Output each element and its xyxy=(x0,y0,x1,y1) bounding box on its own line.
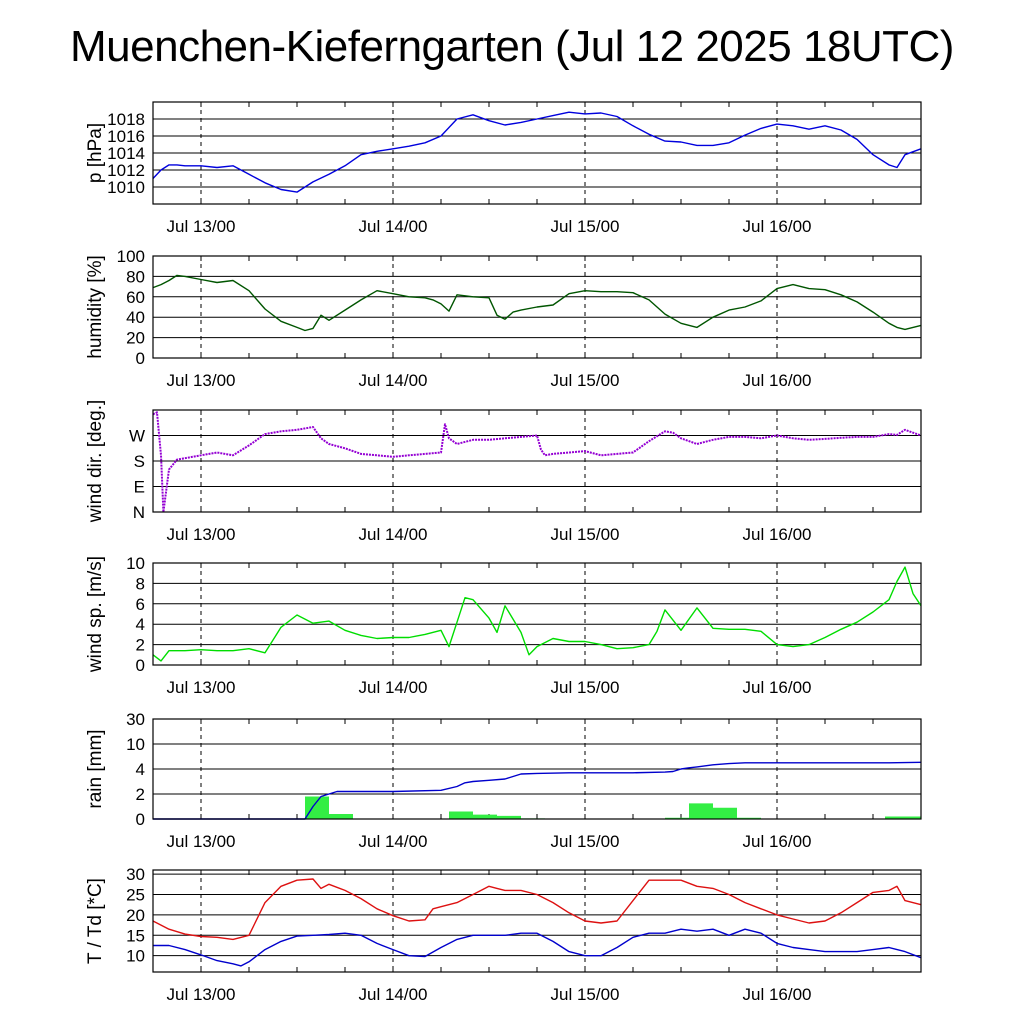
y-tick-label: 1016 xyxy=(107,127,145,146)
y-tick-label: 10 xyxy=(126,735,145,754)
wind-direction-series-line xyxy=(152,411,922,513)
rain-bar xyxy=(329,814,353,819)
x-tick-label: Jul 15/00 xyxy=(551,678,620,697)
y-tick-label: 1012 xyxy=(107,161,145,180)
rain-series-line xyxy=(153,761,922,820)
y-tick-label: 10 xyxy=(126,554,145,573)
x-tick-label: Jul 15/00 xyxy=(551,832,620,851)
x-tick-label: Jul 14/00 xyxy=(359,832,428,851)
y-tick-label: N xyxy=(133,503,145,522)
y-axis-label: p [hPa] xyxy=(85,123,106,183)
y-axis-label: rain [mm] xyxy=(85,729,106,808)
x-tick-label: Jul 15/00 xyxy=(551,985,620,1004)
y-tick-label: 8 xyxy=(136,574,145,593)
x-tick-label: Jul 16/00 xyxy=(743,371,812,390)
x-tick-label: Jul 15/00 xyxy=(551,371,620,390)
rain-bar xyxy=(885,816,921,819)
y-tick-label: 1014 xyxy=(107,144,145,163)
x-tick-label: Jul 14/00 xyxy=(359,678,428,697)
y-axis-label: wind dir. [deg.] xyxy=(85,400,106,524)
pressure-series-line xyxy=(152,111,922,193)
y-tick-label: 20 xyxy=(126,906,145,925)
y-tick-label: 30 xyxy=(126,865,145,884)
x-tick-label: Jul 14/00 xyxy=(359,525,428,544)
x-tick-label: Jul 16/00 xyxy=(743,832,812,851)
x-tick-label: Jul 13/00 xyxy=(167,678,236,697)
plot-frame xyxy=(152,409,922,513)
x-tick-label: Jul 13/00 xyxy=(167,985,236,1004)
x-tick-label: Jul 16/00 xyxy=(743,678,812,697)
rain-bar xyxy=(449,811,473,819)
rain-panel: 0 2 4 10 30 Jul 13/00 Jul 14/00 Jul 15/00 Jul 16… xyxy=(85,710,922,851)
y-tick-label: 25 xyxy=(126,885,145,904)
y-tick-label: 30 xyxy=(126,710,145,729)
plot-frame xyxy=(152,718,922,820)
chart-title: Muenchen-Kieferngarten (Jul 12 2025 18UT… xyxy=(70,22,954,71)
x-tick-label: Jul 13/00 xyxy=(167,371,236,390)
y-tick-label: 15 xyxy=(126,926,145,945)
y-tick-label: 0 xyxy=(136,810,145,829)
x-tick-label: Jul 13/00 xyxy=(167,217,236,236)
x-tick-label: Jul 16/00 xyxy=(743,985,812,1004)
y-tick-label: 80 xyxy=(126,267,145,286)
wind-speed-panel: 02 46 810 Jul 13/00 Jul 14/00 Jul 15/00 Jul 16… xyxy=(85,554,922,697)
x-tick-label: Jul 16/00 xyxy=(743,525,812,544)
plot-frame xyxy=(152,101,922,205)
y-tick-label: 2 xyxy=(136,785,145,804)
y-axis-label: T / Td [*C] xyxy=(85,878,106,964)
y-tick-label: 0 xyxy=(136,349,145,368)
y-tick-label: 10 xyxy=(126,947,145,966)
rain-bar xyxy=(737,817,761,819)
temperature-series-line-t xyxy=(152,878,922,941)
plot-frame xyxy=(152,869,922,973)
x-tick-label: Jul 13/00 xyxy=(167,832,236,851)
rain-bar xyxy=(689,803,713,819)
y-tick-label: 1018 xyxy=(107,110,145,129)
x-tick-label: Jul 15/00 xyxy=(551,525,620,544)
y-tick-label: 20 xyxy=(126,329,145,348)
y-tick-label: 60 xyxy=(126,288,145,307)
rain-bar xyxy=(665,817,689,819)
y-tick-label: 4 xyxy=(136,615,145,634)
y-tick-label: S xyxy=(134,452,145,471)
y-tick-label: 2 xyxy=(136,636,145,655)
y-tick-label: 0 xyxy=(136,656,145,675)
humidity-series-line xyxy=(152,274,922,332)
temperature-series-line-td xyxy=(153,928,922,967)
y-tick-label: 6 xyxy=(136,595,145,614)
x-tick-label: Jul 14/00 xyxy=(359,217,428,236)
rain-bar xyxy=(305,796,329,819)
rain-bar xyxy=(713,807,737,819)
y-tick-label: 4 xyxy=(136,760,145,779)
y-axis-label: humidity [%] xyxy=(85,255,106,358)
y-tick-label: 100 xyxy=(117,247,145,266)
y-tick-label: 40 xyxy=(126,308,145,327)
plot-frame xyxy=(152,255,922,359)
y-axis-label: wind sp. [m/s] xyxy=(85,556,106,673)
rain-bar xyxy=(497,815,521,819)
y-tick-label: W xyxy=(129,427,145,446)
y-tick-label: E xyxy=(134,478,145,497)
rain-bar xyxy=(473,814,497,819)
y-tick-label: 1010 xyxy=(107,178,145,197)
x-tick-label: Jul 16/00 xyxy=(743,217,812,236)
wind-speed-series-line xyxy=(152,566,922,662)
x-tick-label: Jul 14/00 xyxy=(359,371,428,390)
plot-frame xyxy=(152,562,922,666)
x-tick-label: Jul 15/00 xyxy=(551,217,620,236)
x-tick-label: Jul 14/00 xyxy=(359,985,428,1004)
x-tick-label: Jul 13/00 xyxy=(167,525,236,544)
